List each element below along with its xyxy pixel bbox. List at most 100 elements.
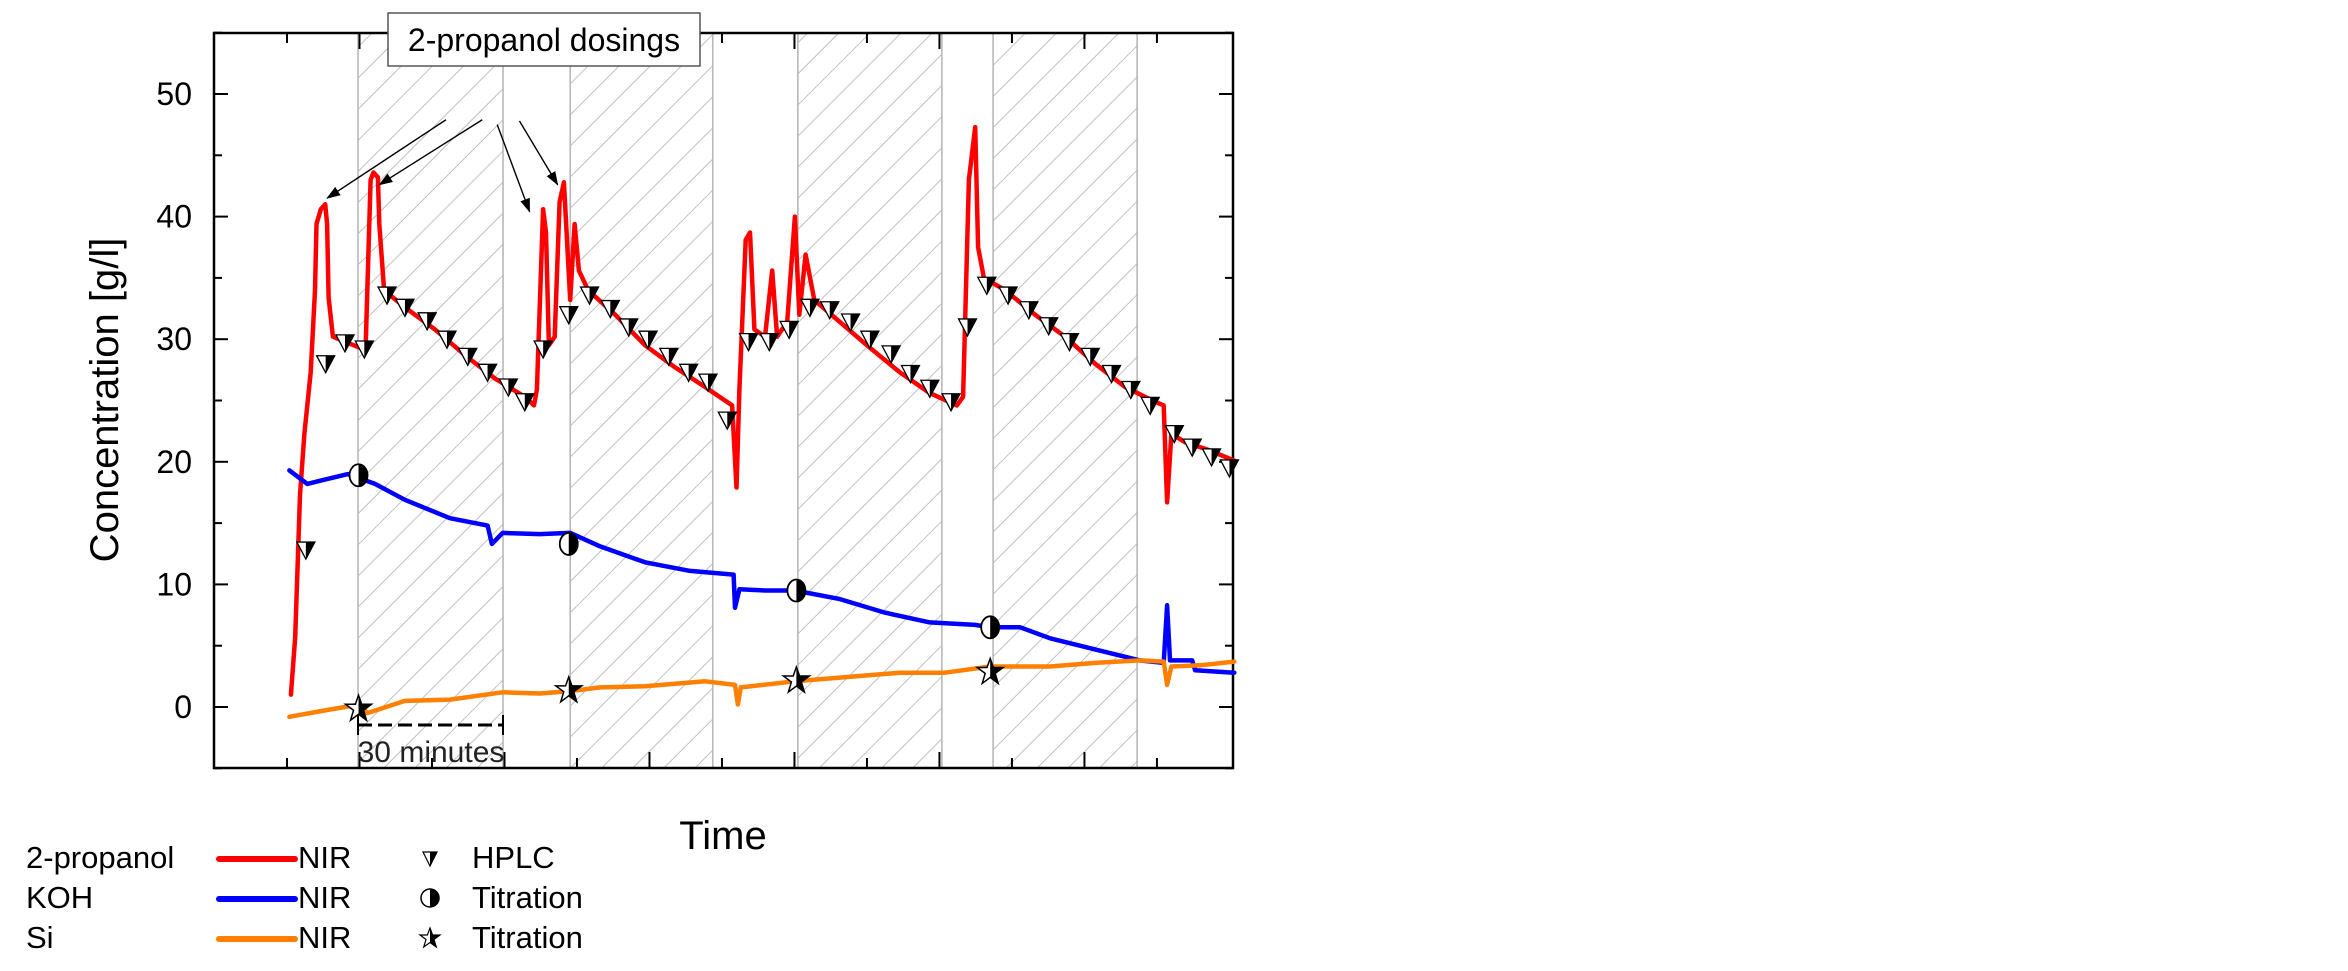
titration-circle-marker bbox=[558, 532, 579, 556]
hplc-triangle-marker bbox=[976, 276, 997, 296]
titration-star-marker bbox=[553, 674, 585, 704]
titration-circle-marker bbox=[980, 615, 1001, 640]
hplc-triangle-marker bbox=[957, 318, 978, 338]
hplc-triangle-marker bbox=[940, 393, 962, 413]
star-icon bbox=[418, 926, 442, 949]
hplc-triangle-marker bbox=[1018, 301, 1039, 321]
scale-bar: 30 minutes bbox=[357, 715, 505, 769]
hplc-triangle-marker bbox=[998, 286, 1019, 306]
hplc-triangle-marker bbox=[678, 363, 699, 383]
hplc-triangle-marker bbox=[579, 286, 600, 306]
hplc-triangle-marker bbox=[436, 330, 458, 350]
legend-substance: Si bbox=[26, 920, 54, 955]
hplc-triangle-marker bbox=[881, 345, 902, 365]
hplc-triangle-marker bbox=[717, 411, 738, 431]
y-tick-label: 20 bbox=[156, 444, 192, 480]
hplc-triangle-marker bbox=[1201, 448, 1222, 468]
hplc-triangle-marker bbox=[919, 379, 940, 399]
hplc-triangle-marker bbox=[1038, 317, 1059, 337]
hplc-triangle-marker bbox=[1182, 438, 1203, 458]
dosing-arrow bbox=[496, 124, 531, 213]
legend-marker-label: Titration bbox=[472, 920, 583, 955]
hplc-triangle-marker bbox=[1120, 380, 1141, 400]
titration-star-marker bbox=[343, 692, 374, 723]
hplc-triangle-marker bbox=[658, 347, 679, 367]
titration-circle-marker bbox=[786, 578, 807, 603]
hplc-triangle-marker bbox=[477, 363, 498, 383]
dosing-arrow bbox=[326, 119, 447, 199]
dosing-region-1 bbox=[357, 33, 504, 768]
2-propanol-nir-line bbox=[288, 124, 1237, 697]
y-axis-label: Concentration [g/l] bbox=[83, 238, 127, 563]
hplc-triangle-marker bbox=[819, 301, 840, 321]
hplc-triangle-marker bbox=[1059, 333, 1080, 353]
hplc-triangle-marker bbox=[1140, 396, 1161, 416]
hplc-triangle-marker bbox=[1219, 459, 1240, 479]
hplc-triangle-marker bbox=[498, 378, 519, 398]
hplc-triangle-marker bbox=[334, 334, 356, 354]
y-tick-label: 0 bbox=[174, 689, 192, 725]
hplc-triangle-marker bbox=[417, 312, 438, 332]
series-lines bbox=[287, 124, 1237, 720]
hplc-triangle-marker bbox=[759, 333, 780, 353]
hplc-triangle-marker bbox=[840, 313, 861, 333]
hplc-triangle-marker bbox=[900, 364, 921, 384]
legend-row-koh: KOH NIR Titration bbox=[26, 878, 626, 918]
hplc-triangle-marker bbox=[1164, 424, 1185, 444]
hplc-triangle-marker bbox=[558, 306, 579, 326]
series-markers bbox=[295, 276, 1240, 723]
hplc-triangle-marker bbox=[354, 340, 375, 360]
x-axis-label: Time bbox=[679, 814, 766, 858]
legend-substance: KOH bbox=[26, 880, 94, 915]
hplc-triangle-marker bbox=[514, 393, 535, 413]
y-tick-label: 40 bbox=[156, 199, 192, 235]
y-tick-label: 50 bbox=[156, 76, 192, 112]
hplc-triangle-marker bbox=[315, 355, 336, 375]
hplc-triangle-marker bbox=[533, 340, 554, 360]
legend-row-si: Si NIR Titration bbox=[26, 918, 626, 958]
hplc-triangle-marker bbox=[1080, 347, 1101, 367]
hplc-triangle-marker bbox=[859, 330, 880, 350]
annotations: 2-propanol dosings 30 minutes bbox=[326, 12, 701, 769]
hplc-triangle-marker bbox=[799, 298, 821, 318]
legend-substance: 2-propanol bbox=[26, 840, 175, 875]
dosing-region-4 bbox=[992, 33, 1138, 768]
legend-line-label: NIR bbox=[298, 920, 352, 955]
hplc-triangle-marker bbox=[738, 333, 759, 353]
legend-line-label: NIR bbox=[298, 880, 352, 915]
dosing-region-2 bbox=[569, 33, 714, 768]
hplc-triangle-marker bbox=[295, 541, 316, 561]
orange-line-swatch bbox=[216, 936, 298, 942]
hplc-triangle-marker bbox=[618, 318, 639, 338]
hplc-triangle-marker bbox=[637, 330, 659, 350]
dosing-arrow bbox=[518, 120, 559, 186]
half-circle-icon bbox=[420, 888, 440, 908]
hplc-triangle-marker bbox=[394, 298, 416, 318]
dosing-arrow bbox=[378, 119, 483, 186]
axes: 0 10 20 30 40 50 bbox=[156, 31, 1235, 770]
titration-star-marker bbox=[781, 664, 812, 694]
dosing-arrows bbox=[326, 119, 559, 213]
dosing-regions bbox=[357, 33, 1138, 768]
down-triangle-icon bbox=[422, 851, 438, 868]
hplc-triangle-marker bbox=[1101, 364, 1122, 384]
titration-circle-marker bbox=[348, 463, 369, 488]
dosing-annotation-text: 2-propanol dosings bbox=[408, 22, 680, 58]
legend-marker-label: HPLC bbox=[472, 840, 555, 875]
titration-star-marker bbox=[974, 656, 1006, 686]
legend-line-label: NIR bbox=[298, 840, 352, 875]
red-line-swatch bbox=[216, 856, 298, 862]
dosing-region-3 bbox=[797, 33, 943, 768]
y-tick-label: 10 bbox=[156, 566, 192, 602]
dosing-annotation-box bbox=[387, 12, 701, 67]
scale-bar-label: 30 minutes bbox=[358, 736, 505, 769]
y-tick-label: 30 bbox=[156, 321, 192, 357]
hplc-triangle-marker bbox=[697, 373, 719, 393]
si-nir-line bbox=[287, 658, 1237, 720]
blue-line-swatch bbox=[216, 896, 298, 902]
hplc-triangle-marker bbox=[457, 347, 478, 367]
legend-row-2-propanol: 2-propanol NIR HPLC bbox=[26, 838, 626, 878]
legend-marker-label: Titration bbox=[472, 880, 583, 915]
hplc-triangle-marker bbox=[376, 286, 398, 306]
